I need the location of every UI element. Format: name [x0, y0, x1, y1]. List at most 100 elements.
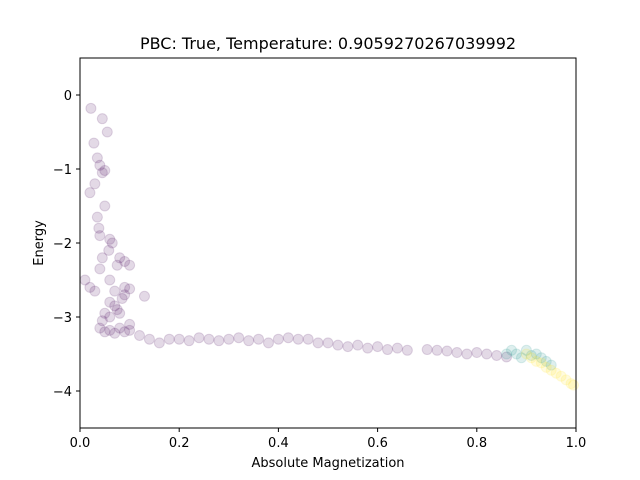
data-point	[342, 341, 354, 353]
data-point	[391, 342, 403, 354]
data-point	[88, 137, 100, 149]
data-point	[362, 342, 374, 354]
data-point	[153, 337, 165, 349]
data-point	[109, 300, 121, 312]
data-point	[124, 259, 136, 271]
data-point	[332, 339, 344, 351]
data-point	[93, 222, 105, 234]
data-point	[114, 307, 126, 319]
data-point	[451, 347, 463, 359]
data-point	[545, 359, 557, 371]
data-point	[545, 364, 557, 376]
data-point	[173, 333, 185, 345]
data-point	[124, 324, 136, 336]
data-point	[99, 326, 111, 338]
data-point	[94, 230, 106, 242]
data-point	[85, 102, 97, 114]
data-point	[501, 348, 513, 360]
data-point	[506, 344, 518, 356]
data-point	[96, 167, 108, 179]
data-point	[143, 333, 155, 345]
data-point	[103, 244, 115, 256]
data-point	[535, 357, 547, 369]
data-point	[94, 322, 106, 334]
data-point	[233, 332, 245, 344]
data-point	[530, 355, 542, 367]
data-point	[183, 335, 195, 347]
data-point	[282, 332, 294, 344]
data-point	[134, 330, 146, 341]
y-axis-label: Energy	[32, 220, 47, 266]
data-point	[101, 126, 113, 138]
data-point	[515, 352, 527, 364]
x-tick-label: 0.2	[169, 436, 190, 451]
data-point	[94, 159, 106, 171]
data-point	[421, 344, 433, 356]
data-point	[223, 333, 235, 345]
data-point	[109, 285, 121, 297]
x-axis-ticks: 0.0 0.2 0.4 0.6 0.8 1.0	[70, 428, 587, 451]
data-point	[163, 333, 175, 345]
data-point	[510, 348, 522, 360]
data-point	[555, 370, 567, 382]
data-point	[520, 344, 532, 356]
data-point	[119, 289, 131, 301]
y-tick-label: −1	[53, 163, 72, 178]
data-point	[94, 263, 106, 275]
data-point	[119, 281, 131, 293]
data-point	[116, 293, 128, 304]
data-point	[243, 335, 255, 347]
data-point	[124, 283, 136, 295]
data-point	[322, 337, 334, 349]
data-point	[91, 152, 103, 164]
x-tick-label: 0.0	[70, 436, 91, 451]
data-point	[106, 237, 118, 249]
data-point	[540, 355, 552, 367]
data-point	[372, 341, 384, 353]
data-point	[292, 333, 304, 345]
data-point	[441, 345, 453, 357]
data-point	[312, 337, 324, 349]
data-point	[461, 348, 473, 360]
x-tick-label: 1.0	[566, 436, 587, 451]
data-point	[352, 339, 364, 351]
data-point	[203, 333, 215, 345]
data-point	[91, 211, 103, 223]
x-tick-label: 0.6	[367, 436, 388, 451]
data-point	[104, 274, 116, 286]
y-tick-label: −4	[53, 385, 72, 400]
data-point	[99, 307, 111, 319]
data-point	[99, 164, 111, 176]
data-point	[111, 259, 123, 271]
data-point	[104, 324, 116, 336]
data-point	[96, 113, 108, 125]
data-point	[253, 333, 265, 345]
data-point	[84, 187, 96, 199]
data-point	[535, 352, 547, 364]
data-point	[431, 344, 443, 356]
data-point	[501, 351, 513, 363]
data-point	[104, 233, 116, 245]
data-point	[109, 327, 121, 339]
data-point	[550, 367, 562, 379]
data-point	[114, 252, 126, 264]
data-point	[382, 344, 394, 356]
data-point	[138, 290, 150, 302]
data-point	[193, 332, 205, 344]
y-tick-label: −3	[53, 311, 72, 326]
data-point	[560, 374, 572, 386]
data-point	[124, 318, 136, 330]
data-point	[104, 296, 116, 308]
y-axis-ticks: 0 −1 −2 −3 −4	[53, 89, 80, 400]
data-point	[104, 311, 116, 323]
data-point	[272, 333, 284, 345]
data-point	[491, 349, 503, 361]
data-point	[540, 361, 552, 373]
data-points	[79, 102, 580, 391]
data-point	[119, 326, 131, 338]
data-point	[89, 178, 101, 190]
data-point	[525, 352, 537, 364]
data-point	[530, 348, 542, 360]
